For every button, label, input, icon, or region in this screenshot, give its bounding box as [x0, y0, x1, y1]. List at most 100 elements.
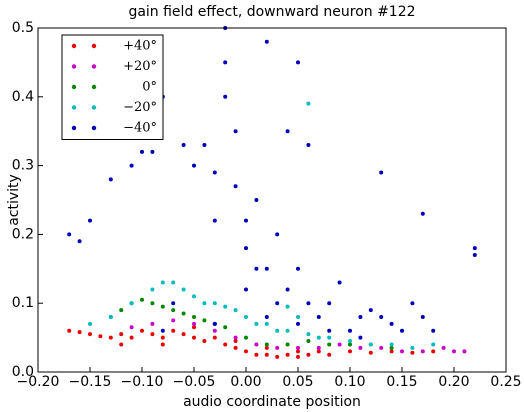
point — [212, 328, 217, 333]
point — [358, 345, 363, 350]
point — [389, 349, 394, 354]
point — [285, 328, 290, 333]
point — [192, 314, 196, 319]
y-tick-label: 0.5 — [12, 20, 34, 36]
point — [264, 266, 269, 271]
x-tick-label: 0.20 — [438, 374, 469, 390]
legend-label: −20° — [123, 100, 157, 115]
legend-marker — [71, 105, 77, 110]
legend-marker — [91, 105, 97, 110]
plot-frame — [37, 27, 507, 373]
point — [171, 328, 176, 333]
point — [337, 280, 342, 285]
point — [192, 335, 196, 340]
point — [244, 218, 248, 223]
point — [285, 342, 290, 347]
point — [420, 314, 425, 319]
point — [129, 325, 134, 330]
legend-frame — [61, 34, 164, 140]
legend-marker — [71, 125, 77, 131]
point — [420, 211, 425, 216]
point — [233, 184, 238, 189]
point — [348, 339, 352, 344]
point — [337, 342, 342, 347]
point — [327, 328, 332, 333]
point — [264, 342, 269, 347]
point — [244, 335, 248, 340]
point — [150, 321, 155, 326]
point — [472, 253, 477, 258]
point — [420, 349, 425, 354]
point — [223, 342, 228, 347]
x-tick-label: 0.05 — [282, 374, 313, 390]
point — [223, 94, 228, 99]
point — [67, 328, 72, 333]
point — [306, 332, 311, 337]
x-tick-label: −0.20 — [17, 374, 60, 390]
point — [108, 314, 113, 319]
point — [389, 321, 394, 326]
point — [212, 301, 217, 306]
legend-marker — [91, 125, 97, 131]
x-tick-label: −0.15 — [69, 374, 112, 390]
point — [108, 177, 113, 182]
point — [275, 345, 280, 350]
point — [140, 149, 144, 154]
x-tick-label: 0.10 — [334, 374, 365, 390]
point — [264, 345, 269, 350]
point — [379, 345, 384, 350]
y-tick-label: 0.2 — [12, 226, 34, 242]
x-tick-label: 0.15 — [386, 374, 417, 390]
point — [77, 330, 82, 335]
point — [410, 301, 415, 306]
point — [296, 354, 300, 359]
point — [254, 352, 259, 357]
point — [462, 349, 467, 354]
point — [316, 335, 321, 340]
point — [160, 280, 165, 285]
point — [327, 301, 332, 306]
point — [306, 101, 311, 106]
point — [181, 142, 186, 147]
point — [431, 342, 436, 347]
point — [316, 314, 321, 319]
point — [233, 339, 238, 344]
point — [160, 335, 165, 340]
point — [400, 349, 404, 354]
point — [202, 318, 207, 323]
point — [202, 142, 207, 147]
point — [212, 335, 217, 340]
point — [348, 328, 352, 333]
point — [67, 232, 72, 237]
point — [389, 342, 394, 347]
legend-marker — [71, 84, 77, 90]
point — [181, 332, 186, 337]
point — [212, 321, 217, 326]
point — [129, 301, 134, 306]
point — [358, 335, 363, 340]
point — [348, 342, 352, 347]
point — [171, 280, 176, 285]
point — [244, 349, 248, 354]
point — [233, 345, 238, 350]
point — [306, 352, 311, 357]
point — [264, 352, 269, 357]
point — [254, 198, 259, 202]
point — [192, 325, 196, 330]
point — [368, 308, 373, 313]
x-axis-label: audio coordinate position — [183, 394, 361, 410]
point — [296, 349, 300, 354]
point — [410, 350, 415, 355]
point — [296, 266, 300, 271]
point — [244, 314, 248, 319]
point — [285, 287, 290, 292]
point — [140, 328, 144, 333]
x-tick-label: −0.05 — [173, 374, 216, 390]
legend: +40° +20° 0° −20° −40° — [61, 34, 164, 140]
point — [285, 304, 290, 309]
point — [223, 325, 228, 330]
point — [327, 352, 332, 357]
point — [264, 321, 269, 326]
point — [244, 246, 248, 251]
point — [254, 266, 259, 271]
